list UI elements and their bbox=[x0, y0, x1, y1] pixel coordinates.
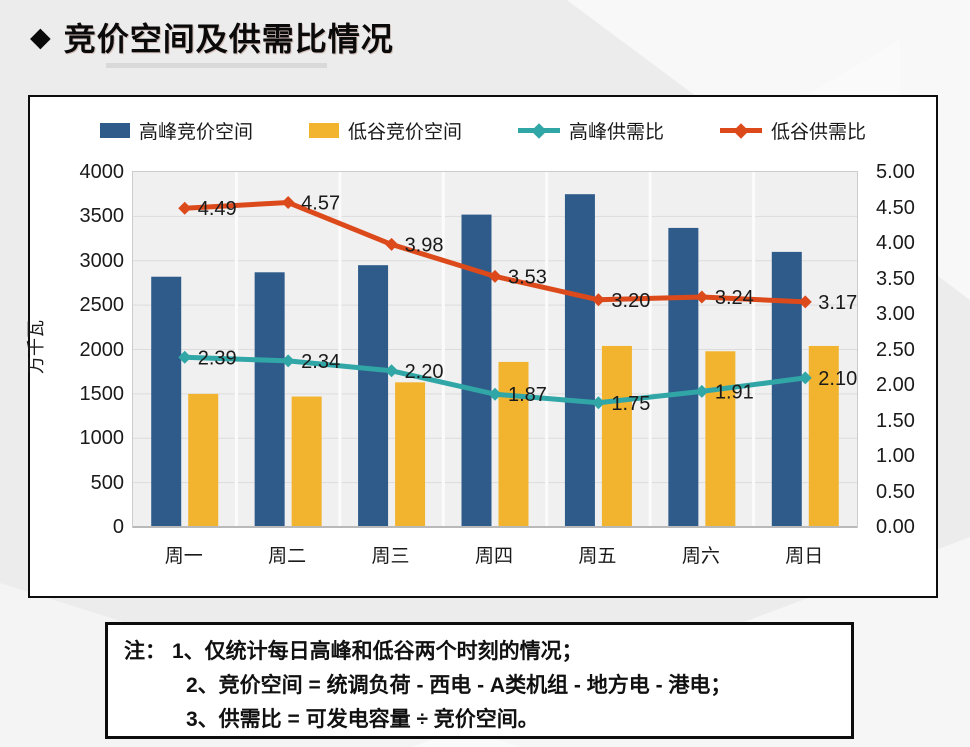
data-label: 2.39 bbox=[198, 347, 237, 369]
x-axis-label: 周五 bbox=[578, 546, 617, 567]
left-axis-tick: 3000 bbox=[79, 249, 125, 272]
right-axis-tick: 4.00 bbox=[876, 232, 915, 254]
chart-panel: 高峰竞价空间 低谷竞价空间 高峰供需比 低谷供需比 万千瓦 4000 3500 3000 2… bbox=[26, 95, 938, 598]
legend-item-3: 低谷供需比 bbox=[720, 117, 866, 144]
x-axis-label: 周二 bbox=[268, 546, 307, 567]
bar-高峰竞价空间-周三 bbox=[358, 265, 389, 527]
bar-高峰竞价空间-周四 bbox=[461, 214, 492, 527]
marker-diamond-icon bbox=[488, 269, 502, 283]
data-label: 2.20 bbox=[405, 361, 444, 383]
bar-低谷竞价空间-周六 bbox=[705, 351, 736, 527]
bar-低谷竞价空间-周一 bbox=[188, 393, 219, 527]
marker-diamond-icon bbox=[281, 354, 295, 368]
note-line-2: 2、竞价空间 = 统调负荷 - 西电 - A类机组 - 地方电 - 港电； bbox=[186, 674, 732, 697]
marker-diamond-icon bbox=[695, 384, 709, 398]
page-title: 竞价空间及供需比情况 bbox=[63, 21, 394, 57]
legend-label: 高峰供需比 bbox=[569, 122, 665, 143]
data-label: 2.34 bbox=[301, 351, 340, 373]
right-axis-tick: 3.50 bbox=[876, 267, 915, 290]
marker-diamond-icon bbox=[798, 295, 812, 309]
right-axis-tick: 5.00 bbox=[876, 161, 915, 183]
legend-line-marker-icon bbox=[720, 122, 763, 139]
legend-bar-swatch-icon bbox=[99, 123, 130, 138]
data-label: 1.87 bbox=[508, 384, 547, 406]
left-axis-tick: 2500 bbox=[79, 294, 125, 317]
legend-line-marker-icon bbox=[518, 122, 560, 139]
data-label: 1.91 bbox=[715, 381, 754, 403]
data-label: 4.57 bbox=[301, 193, 340, 215]
note-box: 注： 1、仅统计每日高峰和低谷两个时刻的情况； 2、竞价空间 = 统调负荷 - 西… bbox=[105, 622, 854, 739]
marker-diamond-icon bbox=[798, 371, 812, 385]
right-axis-tick: 0.50 bbox=[876, 480, 915, 503]
legend-diamond-icon bbox=[733, 122, 749, 139]
data-label: 3.20 bbox=[611, 290, 650, 312]
bar-高峰竞价空间-周六 bbox=[668, 227, 699, 527]
left-axis-tick: 1000 bbox=[79, 427, 125, 450]
left-axis-tick: 3500 bbox=[79, 205, 125, 228]
bar-高峰竞价空间-周二 bbox=[254, 272, 285, 527]
chart-svg: 2.39 2.34 2.20 1.87 1.75 1.91 2.10 4.49 4.57 3.98… bbox=[133, 172, 857, 528]
bar-低谷竞价空间-周五 bbox=[601, 345, 632, 527]
right-axis-tick: 1.50 bbox=[876, 409, 915, 432]
title-underline bbox=[106, 63, 327, 68]
legend-label: 低谷供需比 bbox=[771, 122, 867, 143]
data-label: 4.49 bbox=[198, 198, 237, 220]
left-axis-tick: 4000 bbox=[79, 161, 125, 183]
x-axis-label: 周日 bbox=[785, 546, 824, 567]
bar-高峰竞价空间-周一 bbox=[151, 276, 182, 527]
marker-diamond-icon bbox=[488, 387, 502, 401]
legend-bar-swatch-icon bbox=[308, 123, 339, 138]
x-axis-label: 周六 bbox=[681, 546, 720, 567]
data-label: 3.53 bbox=[508, 266, 547, 288]
legend-item-0: 高峰竞价空间 bbox=[99, 117, 253, 144]
bar-低谷竞价空间-周二 bbox=[291, 396, 322, 527]
legend-diamond-icon bbox=[531, 122, 547, 139]
chart-legend: 高峰竞价空间 低谷竞价空间 高峰供需比 低谷供需比 bbox=[30, 117, 936, 144]
marker-diamond-icon bbox=[385, 237, 399, 251]
slide-title-row: ◆ 竞价空间及供需比情况 bbox=[30, 14, 394, 60]
data-label: 2.10 bbox=[818, 368, 857, 390]
marker-diamond-icon bbox=[591, 396, 605, 410]
left-axis-tick: 0 bbox=[112, 516, 124, 538]
x-axis-label: 周一 bbox=[164, 546, 203, 567]
bar-低谷竞价空间-周四 bbox=[498, 361, 529, 527]
right-axis-tick: 2.50 bbox=[876, 338, 915, 361]
bar-低谷竞价空间-周日 bbox=[808, 345, 839, 527]
bar-高峰竞价空间-周日 bbox=[771, 251, 802, 527]
left-axis-tick: 1500 bbox=[79, 382, 125, 405]
right-axis-tick: 0.00 bbox=[876, 516, 915, 538]
legend-label: 低谷竞价空间 bbox=[347, 122, 462, 143]
data-label: 1.75 bbox=[611, 393, 650, 415]
marker-diamond-icon bbox=[178, 201, 192, 215]
right-axis-tick: 2.00 bbox=[876, 374, 915, 396]
marker-diamond-icon bbox=[281, 196, 295, 210]
note-line-3: 3、供需比 = 可发电容量 ÷ 竞价空间。 bbox=[186, 708, 539, 731]
marker-diamond-icon bbox=[385, 364, 399, 378]
right-axis-tick: 4.50 bbox=[876, 196, 915, 219]
diamond-bullet-icon: ◆ bbox=[30, 21, 51, 52]
bar-低谷竞价空间-周三 bbox=[395, 382, 426, 527]
legend-label: 高峰竞价空间 bbox=[138, 122, 253, 143]
plot-area: 2.39 2.34 2.20 1.87 1.75 1.91 2.10 4.49 4.57 3.98… bbox=[132, 171, 858, 528]
note-line-1: 1、仅统计每日高峰和低谷两个时刻的情况； bbox=[172, 640, 583, 663]
legend-item-1: 低谷竞价空间 bbox=[308, 117, 462, 144]
legend-item-2: 高峰供需比 bbox=[518, 117, 664, 144]
data-label: 3.17 bbox=[818, 292, 857, 314]
data-label: 3.24 bbox=[715, 287, 754, 309]
left-axis-tick: 2000 bbox=[79, 338, 125, 361]
x-axis-label: 周四 bbox=[474, 546, 513, 567]
right-axis-tick: 3.00 bbox=[876, 303, 915, 325]
right-axis-tick: 1.00 bbox=[876, 445, 915, 467]
note-lines: 1、仅统计每日高峰和低谷两个时刻的情况； 2、竞价空间 = 统调负荷 - 西电 -… bbox=[172, 635, 731, 736]
bar-高峰竞价空间-周五 bbox=[564, 194, 595, 527]
marker-diamond-icon bbox=[178, 350, 192, 364]
x-axis-label: 周三 bbox=[371, 546, 410, 567]
note-prefix: 注： bbox=[124, 640, 166, 663]
left-axis-tick: 500 bbox=[90, 471, 124, 494]
data-label: 3.98 bbox=[405, 234, 444, 256]
